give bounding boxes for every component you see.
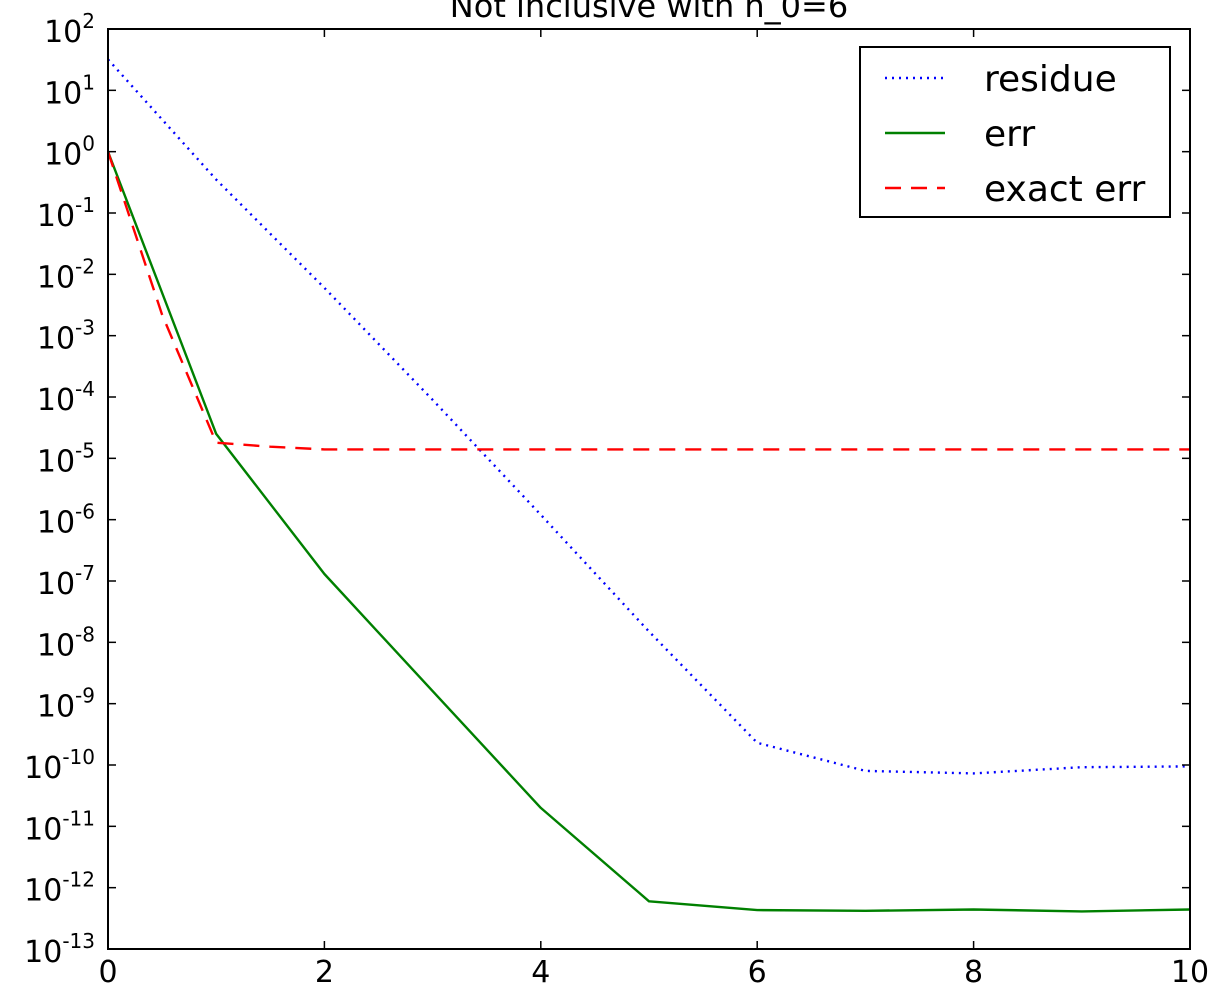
series-line-err bbox=[108, 151, 1190, 913]
y-tick-label: 101 bbox=[44, 70, 95, 111]
legend: residue err exact err bbox=[859, 46, 1171, 218]
y-tick-label: 10-5 bbox=[37, 438, 95, 479]
y-tick-label: 100 bbox=[44, 132, 95, 173]
y-tick-label: 10-3 bbox=[37, 316, 95, 357]
legend-label-residue: residue bbox=[984, 59, 1117, 100]
y-tick-label: 10-9 bbox=[37, 684, 95, 725]
y-tick-label: 102 bbox=[44, 9, 95, 50]
series-line-residue bbox=[108, 58, 1190, 775]
y-tick-label: 10-12 bbox=[24, 868, 95, 909]
series-layer bbox=[108, 58, 1190, 913]
x-tick-label: 8 bbox=[964, 955, 983, 990]
chart-title: Not inclusive with n_0=6 bbox=[450, 0, 848, 25]
y-tick-label: 10-10 bbox=[24, 745, 95, 786]
x-tick-label: 2 bbox=[315, 955, 334, 990]
x-tick-label: 6 bbox=[748, 955, 767, 990]
legend-label-exact-err: exact err bbox=[984, 169, 1146, 210]
y-tick-label: 10-1 bbox=[37, 193, 95, 234]
y-tick-label: 10-11 bbox=[24, 806, 95, 847]
y-tick-label: 10-7 bbox=[37, 561, 95, 602]
y-tick-label: 10-4 bbox=[37, 377, 95, 418]
plot-frame bbox=[107, 28, 1191, 950]
x-tick-label: 0 bbox=[98, 955, 117, 990]
ticks-layer: 0 2 4 6 8 10 102 101 100 10-1 10-2 10-3 10-4 10-5 10-6… bbox=[24, 9, 1209, 990]
series-line-exact-err bbox=[108, 151, 1190, 451]
y-tick-label: 10-13 bbox=[24, 929, 95, 970]
legend-label-err: err bbox=[984, 114, 1035, 155]
x-tick-label: 10 bbox=[1171, 955, 1209, 990]
y-tick-label: 10-2 bbox=[37, 254, 95, 295]
y-tick-label: 10-6 bbox=[37, 500, 95, 541]
y-tick-label: 10-8 bbox=[37, 622, 95, 663]
x-tick-label: 4 bbox=[531, 955, 550, 990]
